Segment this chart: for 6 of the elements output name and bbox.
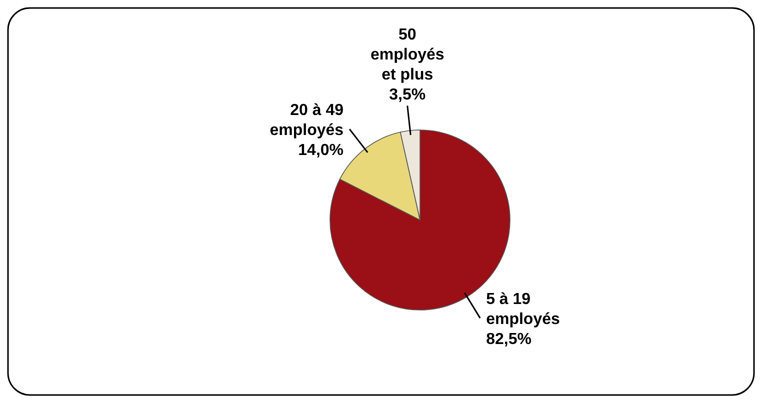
data-label: 82,5%: [486, 331, 532, 348]
slice-label: 50 employés et plus: [370, 26, 444, 84]
slice-label: 20 à 49 employés: [270, 102, 344, 140]
data-label: 14,0%: [298, 142, 344, 160]
data-label: 3,5%: [389, 86, 426, 104]
slice-label: 5 à 19 employés: [486, 291, 560, 328]
